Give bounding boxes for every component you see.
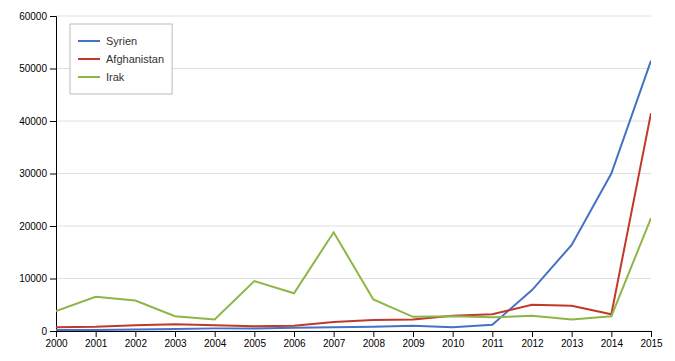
y-tick-mark [50, 331, 56, 332]
x-tick-mark [611, 331, 612, 337]
x-tick-mark [492, 331, 493, 337]
x-tick: 2011 [482, 331, 504, 349]
x-tick-label: 2015 [640, 338, 663, 349]
x-tick-mark [135, 331, 136, 337]
x-tick: 2009 [402, 331, 425, 349]
legend-item: Irak [78, 71, 125, 83]
x-tick-label: 2003 [164, 338, 187, 349]
grid-line [56, 173, 651, 174]
x-tick-label: 2000 [45, 338, 68, 349]
legend-swatch [78, 40, 100, 42]
x-tick-label: 2009 [402, 338, 425, 349]
x-tick-mark [96, 331, 97, 337]
y-tick: 50000 [19, 63, 56, 74]
x-tick: 2010 [442, 331, 465, 349]
x-tick-label: 2013 [561, 338, 584, 349]
x-tick-label: 2002 [125, 338, 148, 349]
x-tick-mark [651, 331, 652, 337]
x-tick-mark [413, 331, 414, 337]
grid-line [56, 278, 651, 279]
x-tick-label: 2005 [244, 338, 267, 349]
x-tick-label: 2010 [442, 338, 465, 349]
x-tick: 2015 [640, 331, 663, 349]
x-tick-label: 2006 [283, 338, 306, 349]
x-tick-mark [532, 331, 533, 337]
x-tick: 2005 [244, 331, 267, 349]
x-tick-mark [175, 331, 176, 337]
y-tick-label: 30000 [19, 168, 47, 179]
x-tick: 2004 [204, 331, 227, 349]
x-tick-mark [215, 331, 216, 337]
x-tick-mark [254, 331, 255, 337]
series-line [56, 113, 651, 327]
chart: 2000 2001 2002 2003 2004 2005 2006 2007 2008 2009… [0, 0, 675, 361]
legend-label: Afghanistan [106, 53, 164, 65]
x-tick-mark [294, 331, 295, 337]
y-tick: 0 [41, 326, 56, 337]
grid [56, 16, 651, 331]
series-line [56, 218, 651, 319]
x-tick: 2013 [561, 331, 584, 349]
x-tick: 2007 [323, 331, 346, 349]
y-tick: 60000 [19, 11, 56, 22]
series-group [56, 61, 651, 330]
x-axis: 2000 2001 2002 2003 2004 2005 2006 2007 2008 2009… [45, 331, 663, 349]
x-tick: 2014 [601, 331, 624, 349]
x-tick: 2000 [45, 331, 68, 349]
x-tick-label: 2012 [521, 338, 544, 349]
x-tick: 2002 [125, 331, 148, 349]
legend-box [70, 24, 172, 94]
y-axis-line [50, 17, 57, 332]
x-tick-label: 2014 [601, 338, 624, 349]
y-axis: 0 10000 20000 30000 40000 50000 60000 [19, 11, 56, 337]
x-tick: 2012 [521, 331, 544, 349]
x-tick-label: 2011 [482, 338, 504, 349]
y-tick: 40000 [19, 116, 56, 127]
x-tick-label: 2004 [204, 338, 227, 349]
y-tick-mark [50, 121, 56, 122]
x-tick: 2008 [363, 331, 386, 349]
y-tick-mark [50, 69, 56, 70]
y-tick-label: 40000 [19, 116, 47, 127]
y-tick-mark [50, 174, 56, 175]
legend-item: Afghanistan [78, 53, 164, 65]
grid-line [56, 226, 651, 227]
series-line [56, 61, 651, 330]
x-tick-mark [453, 331, 454, 337]
y-tick-label: 50000 [19, 63, 47, 74]
x-tick-label: 2001 [85, 338, 108, 349]
x-tick: 2006 [283, 331, 306, 349]
x-tick-mark [572, 331, 573, 337]
x-tick-label: 2007 [323, 338, 346, 349]
y-tick-label: 20000 [19, 221, 47, 232]
legend: Syrien Afghanistan Irak [70, 24, 172, 94]
x-axis-line [57, 332, 652, 338]
y-tick: 20000 [19, 221, 56, 232]
y-tick: 30000 [19, 168, 56, 179]
x-tick-mark [334, 331, 335, 337]
y-tick-mark [50, 279, 56, 280]
legend-item: Syrien [78, 35, 137, 47]
legend-swatch [78, 58, 100, 60]
x-tick: 2003 [164, 331, 187, 349]
plot-area: 2000 2001 2002 2003 2004 2005 2006 2007 2008 2009… [19, 11, 663, 349]
legend-label: Irak [106, 71, 125, 83]
chart-container: 2000 2001 2002 2003 2004 2005 2006 2007 2008 2009… [0, 0, 675, 361]
y-tick-label: 60000 [19, 11, 47, 22]
grid-line [56, 121, 651, 122]
x-tick-mark [373, 331, 374, 337]
x-tick-label: 2008 [363, 338, 386, 349]
y-tick-label: 0 [41, 326, 47, 337]
y-tick-label: 10000 [19, 273, 47, 284]
y-tick: 10000 [19, 273, 56, 284]
y-tick-mark [50, 226, 56, 227]
legend-swatch [78, 76, 100, 78]
x-tick: 2001 [85, 331, 108, 349]
grid-line [56, 16, 651, 17]
legend-label: Syrien [106, 35, 137, 47]
y-tick-mark [50, 16, 56, 17]
